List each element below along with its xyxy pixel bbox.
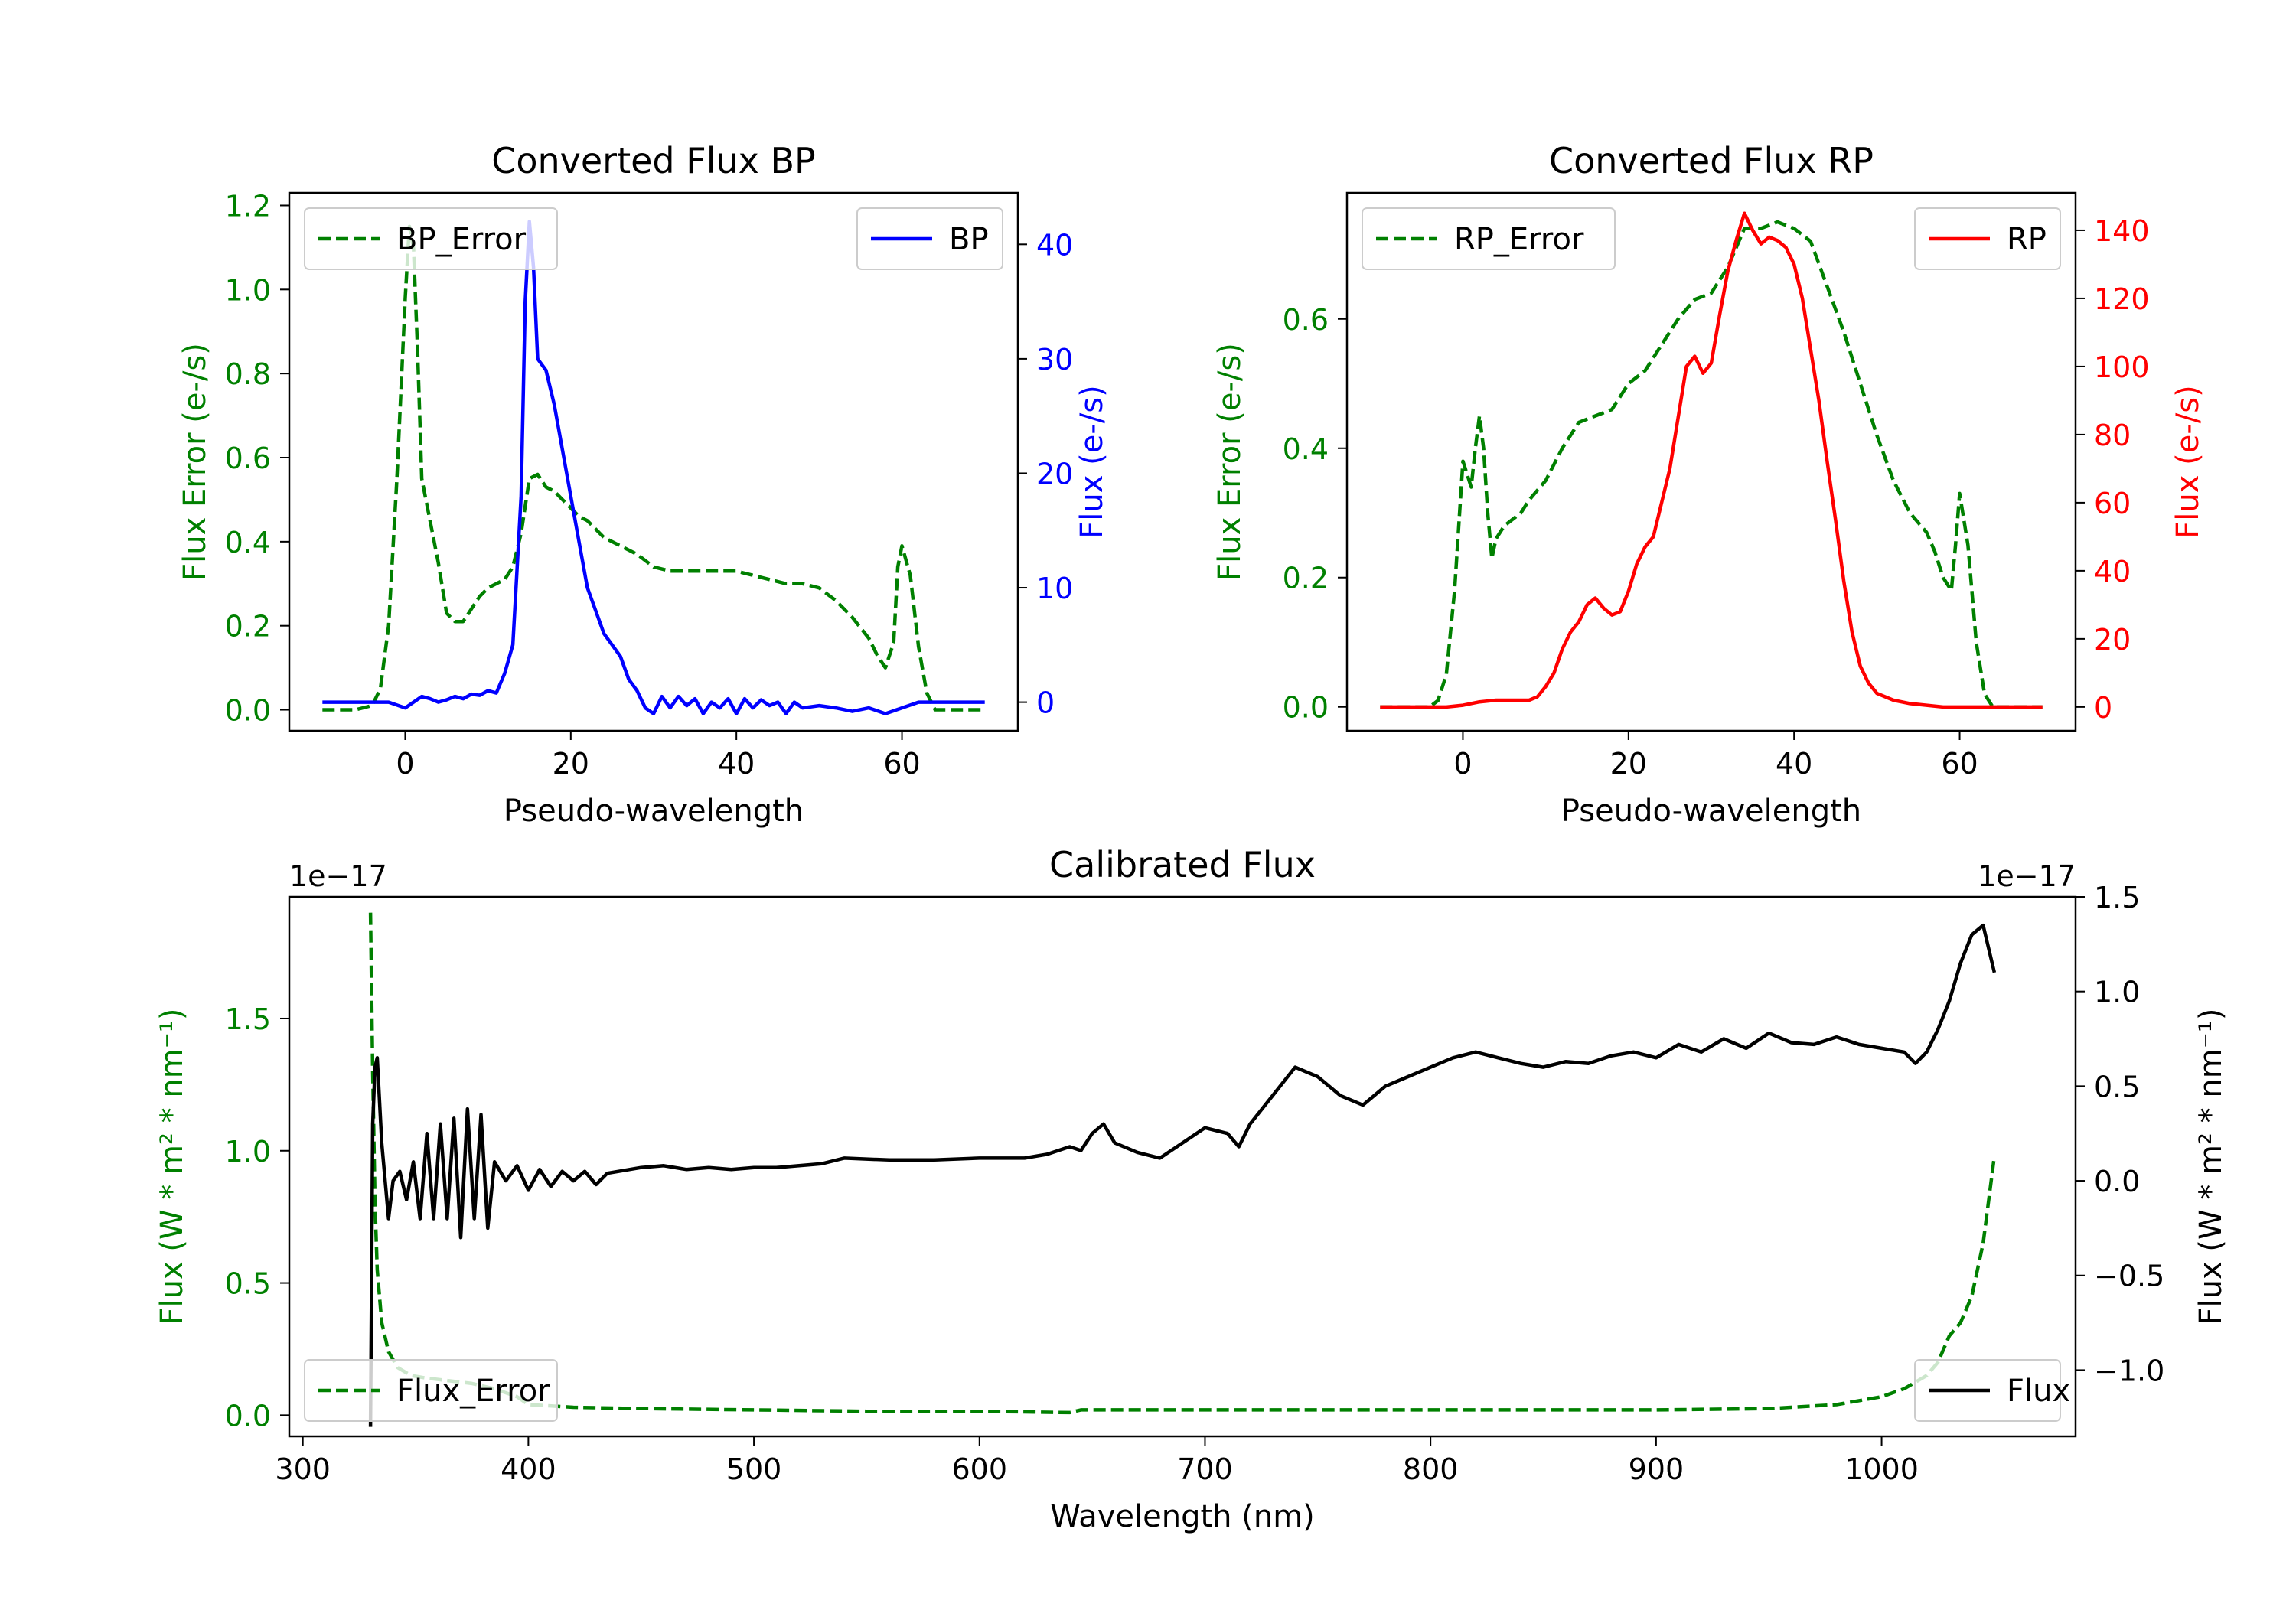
y-left-axis-label: Flux (W * m² * nm⁻¹) [155, 1009, 190, 1325]
legend-flux-error: Flux_Error [304, 1359, 558, 1422]
legend-box [1362, 207, 1616, 270]
x-tick-label: 500 [726, 1452, 782, 1486]
legend-label: RP [2007, 222, 2047, 257]
x-axis-label: Wavelength (nm) [1050, 1499, 1315, 1534]
y-right-axis-label: Flux (e-/s) [2170, 385, 2206, 538]
series-line-flux [368, 923, 1997, 1427]
y-left-tick-label: 0.0 [225, 694, 271, 728]
x-tick-label: 20 [1610, 747, 1647, 781]
y-left-tick-label: 0.2 [225, 610, 271, 644]
y-left-offset-label: 1e−17 [289, 859, 387, 893]
legend-rp-error: RP_Error [1362, 207, 1616, 270]
chart-panel-3: 300 400 500 600 700 800 900 1000 Wavelength (nm)… [155, 844, 2229, 1534]
plot-frame [288, 191, 1019, 732]
x-tick-label: 0 [1453, 747, 1472, 781]
chart-panel-1: 0 20 40 60 Pseudo-wavelength 0.0 0.2 0.4 0.6 0.8 1… [178, 140, 1110, 829]
legend-bp: BP [856, 207, 1003, 270]
x-tick-label: 600 [952, 1452, 1008, 1486]
x-tick-label: 400 [501, 1452, 556, 1486]
y-left-tick-label: 0.4 [225, 526, 271, 559]
series-line-rp [1380, 211, 2043, 709]
y-left-tick-label: 0.8 [225, 357, 271, 391]
y-right-tick-label: 60 [2094, 487, 2131, 520]
y-left-tick-label: 0.4 [1283, 432, 1329, 466]
y-right-tick-label: 0.5 [2094, 1070, 2140, 1103]
x-tick-label: 800 [1403, 1452, 1459, 1486]
y-right-tick-label: 140 [2094, 214, 2150, 248]
y-right-tick-label: 1.5 [2094, 881, 2140, 914]
y-right-tick-label: 0 [2094, 691, 2112, 725]
x-tick-label: 40 [1776, 747, 1812, 781]
plot-frame [288, 895, 2077, 1438]
x-axis-label: Pseudo-wavelength [1561, 794, 1861, 829]
y-right-tick-label: 120 [2094, 282, 2150, 316]
legend-label: Flux_Error [396, 1374, 550, 1409]
y-left-tick-label: 0.5 [225, 1267, 271, 1301]
series-line-bp-error [322, 224, 985, 712]
chart-panel-2: 0 20 40 60 Pseudo-wavelength 0.0 0.2 0.4 0.6 0 20 4… [1212, 140, 2206, 829]
y-left-tick-label: 0.0 [225, 1399, 271, 1433]
y-left-tick-label: 0.2 [1283, 562, 1329, 595]
legend-box [304, 1359, 558, 1422]
y-left-tick-label: 0.6 [225, 442, 271, 475]
y-left-tick-label: 1.2 [225, 189, 271, 223]
x-tick-label: 20 [553, 747, 589, 781]
x-tick-label: 1000 [1844, 1452, 1919, 1486]
y-right-tick-label: 0 [1036, 686, 1055, 720]
x-tick-label: 900 [1629, 1452, 1684, 1486]
y-right-tick-label: 80 [2094, 419, 2131, 452]
x-axis-label: Pseudo-wavelength [504, 794, 804, 829]
legend-flux: Flux [1914, 1359, 2070, 1422]
y-left-tick-label: 1.0 [225, 1135, 271, 1169]
y-right-tick-label: 20 [1036, 457, 1073, 491]
plot-frame [1345, 191, 2077, 732]
y-left-tick-label: 0.0 [1283, 691, 1329, 725]
y-left-axis-label: Flux Error (e-/s) [178, 343, 213, 581]
legend-label: Flux [2007, 1374, 2070, 1409]
legend-rp: RP [1914, 207, 2061, 270]
y-right-tick-label: 40 [2094, 555, 2131, 588]
y-right-tick-label: 100 [2094, 350, 2150, 384]
y-right-tick-label: 30 [1036, 343, 1073, 376]
legend-label: BP [949, 222, 989, 257]
y-right-tick-label: −1.0 [2094, 1354, 2164, 1387]
y-right-tick-label: 20 [2094, 623, 2131, 657]
y-left-axis-label: Flux Error (e-/s) [1212, 343, 1247, 581]
legend-bp-error: BP_Error [304, 207, 558, 270]
y-right-offset-label: 1e−17 [1978, 859, 2076, 893]
y-left-tick-label: 1.5 [225, 1002, 271, 1036]
legend-label: BP_Error [396, 222, 527, 257]
legend-box [304, 207, 558, 270]
x-tick-label: 700 [1177, 1452, 1233, 1486]
y-right-tick-label: 10 [1036, 572, 1073, 605]
y-right-axis-label: Flux (W * m² * nm⁻¹) [2193, 1009, 2229, 1325]
y-left-tick-label: 0.6 [1283, 303, 1329, 337]
y-right-tick-label: −0.5 [2094, 1260, 2164, 1293]
y-right-tick-label: 1.0 [2094, 976, 2140, 1009]
series-line-bp [322, 220, 985, 715]
x-tick-label: 60 [883, 747, 920, 781]
x-tick-label: 40 [718, 747, 755, 781]
chart-title: Converted Flux RP [1549, 140, 1874, 181]
legend-label: RP_Error [1454, 222, 1584, 257]
y-left-tick-label: 1.0 [225, 273, 271, 307]
chart-title: Converted Flux BP [491, 140, 816, 181]
y-right-axis-label: Flux (e-/s) [1075, 385, 1110, 538]
chart-title: Calibrated Flux [1049, 844, 1316, 885]
y-right-tick-label: 0.0 [2094, 1165, 2140, 1198]
x-tick-label: 0 [396, 747, 414, 781]
x-tick-label: 60 [1941, 747, 1978, 781]
y-right-tick-label: 40 [1036, 228, 1073, 262]
series-line-rp-error [1380, 220, 2043, 709]
x-tick-label: 300 [275, 1452, 331, 1486]
